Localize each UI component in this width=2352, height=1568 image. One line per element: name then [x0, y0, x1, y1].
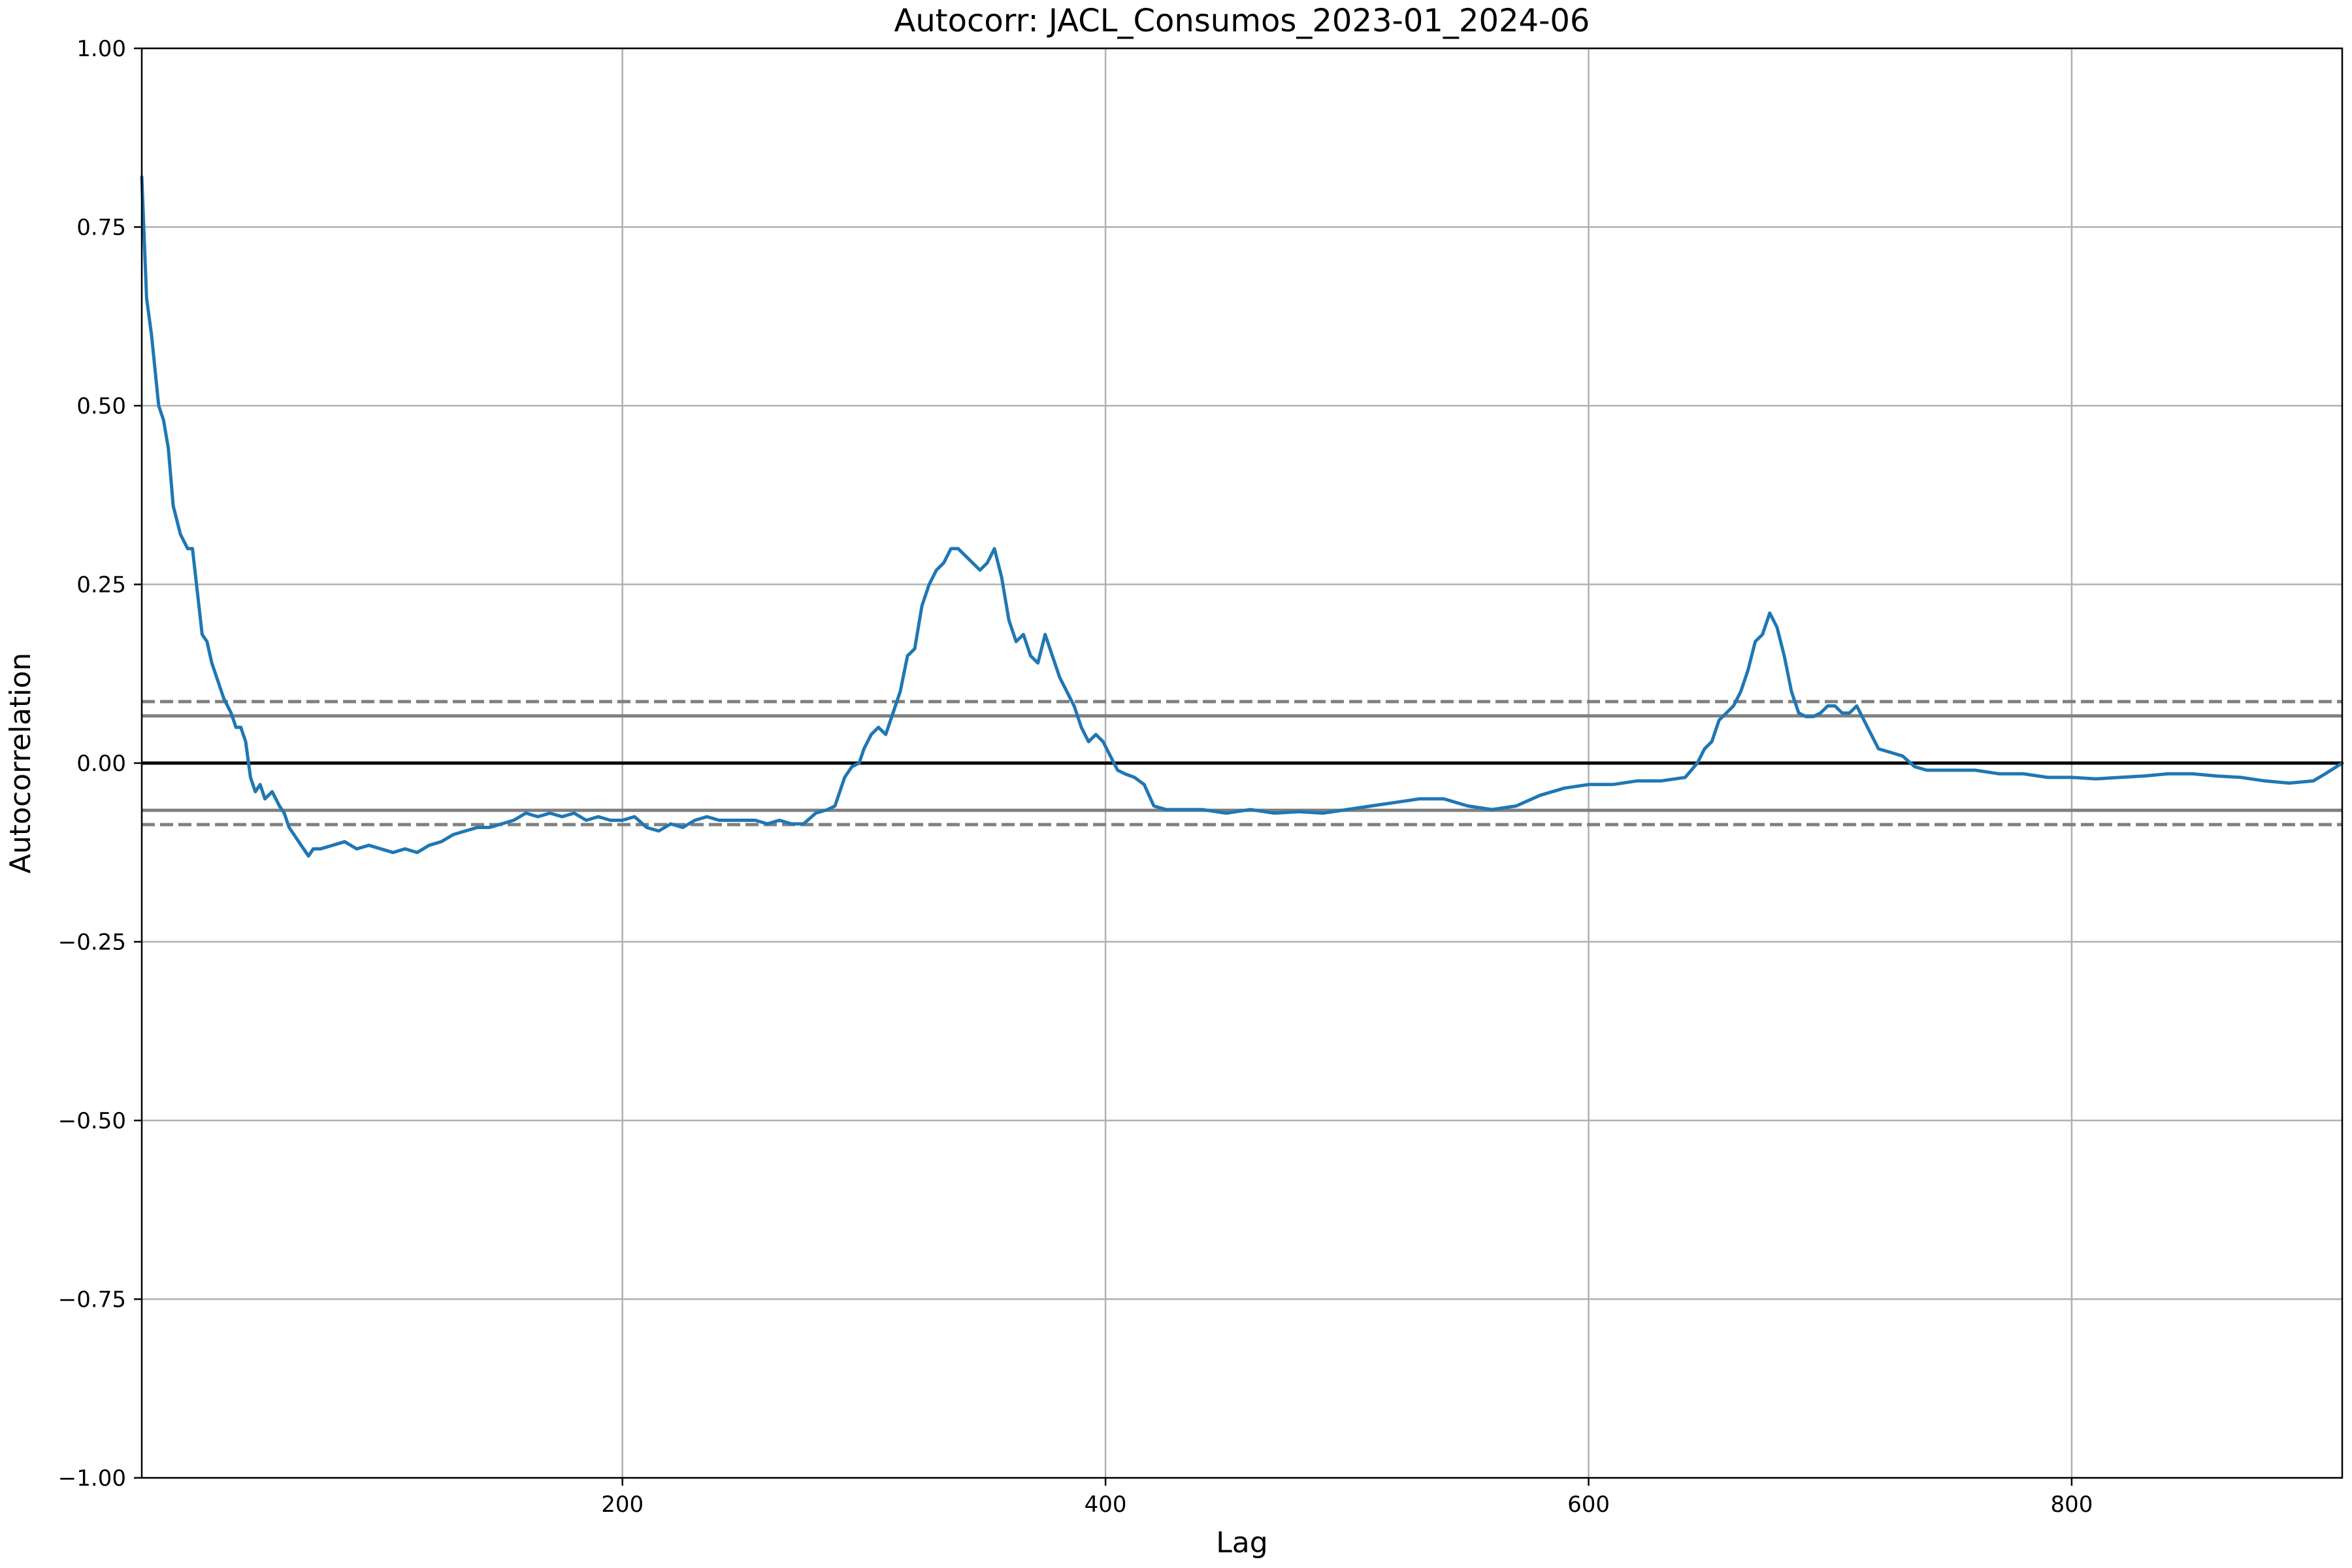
chart-title: Autocorr: JACL_Consumos_2023-01_2024-06 [894, 3, 1590, 39]
y-axis-label: Autocorrelation [4, 653, 37, 874]
x-tick-label: 200 [601, 1492, 644, 1518]
series-group [140, 175, 2344, 858]
x-tick-label: 800 [2050, 1492, 2093, 1518]
y-tick-label: 1.00 [76, 36, 126, 62]
y-tick-label: −0.50 [58, 1108, 126, 1134]
x-axis-label: Lag [1216, 1526, 1267, 1560]
y-tick-label: 0.00 [76, 751, 126, 777]
y-tick-label: −0.25 [58, 930, 126, 956]
x-tick-label: 600 [1567, 1492, 1610, 1518]
y-tick-label: 0.75 [76, 215, 126, 241]
y-tick-label: 0.25 [76, 572, 126, 598]
autocorrelation-series-line [140, 175, 2344, 858]
y-tick-label: −1.00 [58, 1465, 126, 1492]
y-axis-ticks: 1.00 0.75 0.50 0.25 0.00 −0.25 −0.50 −0.75 −1.00 [58, 36, 142, 1492]
x-tick-label: 400 [1085, 1492, 1127, 1518]
y-tick-label: −0.75 [58, 1287, 126, 1313]
y-tick-label: 0.50 [76, 393, 126, 419]
x-axis-ticks: 200 400 600 800 [601, 1478, 2093, 1518]
